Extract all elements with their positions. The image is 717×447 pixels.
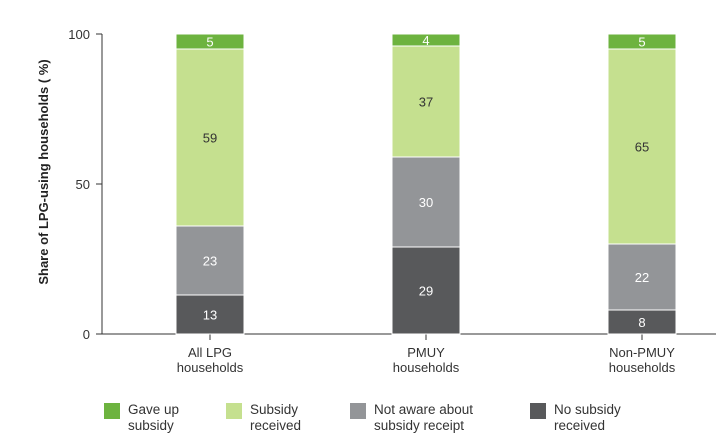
legend-item: Not aware about subsidy receipt xyxy=(350,402,473,434)
bar-segment xyxy=(391,45,461,158)
bar-segment xyxy=(175,294,245,335)
y-tick-label: 0 xyxy=(83,327,90,342)
x-tick-label: All LPG households xyxy=(177,345,244,375)
bar-value-label: 29 xyxy=(419,284,433,299)
legend-label: Gave up subsidy xyxy=(128,402,180,433)
bar-value-label: 4 xyxy=(422,33,429,48)
x-tick-label: Non-PMUY households xyxy=(609,345,676,375)
legend-item: Gave up subsidy xyxy=(104,402,179,434)
bar-value-label: 59 xyxy=(203,131,217,146)
legend-label: Subsidy received xyxy=(250,402,302,433)
bars: 13 23 59 5 29 30 37 4 8 22 65 5 xyxy=(175,33,677,335)
x-tick-label: PMUY households xyxy=(393,345,460,375)
bar-segment xyxy=(607,33,677,50)
bar-value-label: 65 xyxy=(635,140,649,155)
bar-segment xyxy=(391,156,461,248)
bar-value-label: 13 xyxy=(203,308,217,323)
legend: Gave up subsidy Subsidy received Not aware… xyxy=(0,402,717,447)
bar-segment xyxy=(391,33,461,47)
bar-segment xyxy=(607,309,677,335)
legend-swatch xyxy=(226,403,242,419)
bar-segment xyxy=(607,243,677,311)
y-tick-label: 50 xyxy=(76,177,90,192)
y-tick-label: 100 xyxy=(68,27,90,42)
bar-segment xyxy=(391,246,461,335)
legend-label: Not aware about subsidy receipt xyxy=(374,402,474,433)
bar-value-label: 23 xyxy=(203,254,217,269)
bar-value-label: 5 xyxy=(206,35,213,50)
legend-swatch xyxy=(530,403,546,419)
bar-segment xyxy=(175,33,245,50)
y-axis-label: Share of LPG-using households ( %) xyxy=(36,59,51,284)
bar-value-label: 30 xyxy=(419,195,433,210)
legend-swatch xyxy=(350,403,366,419)
bar-segment xyxy=(175,48,245,227)
legend-item: Subsidy received xyxy=(226,402,301,434)
x-tick-labels: All LPG households PMUY households Non-PMUY h… xyxy=(177,345,676,375)
bar-value-label: 37 xyxy=(419,95,433,110)
bar-value-label: 5 xyxy=(638,35,645,50)
bar-value-label: 22 xyxy=(635,270,649,285)
bar-segment xyxy=(175,225,245,296)
bar-value-label: 8 xyxy=(638,315,645,330)
legend-label: No subsidy received xyxy=(554,402,621,433)
legend-swatch xyxy=(104,403,120,419)
legend-item: No subsidy received xyxy=(530,402,621,434)
